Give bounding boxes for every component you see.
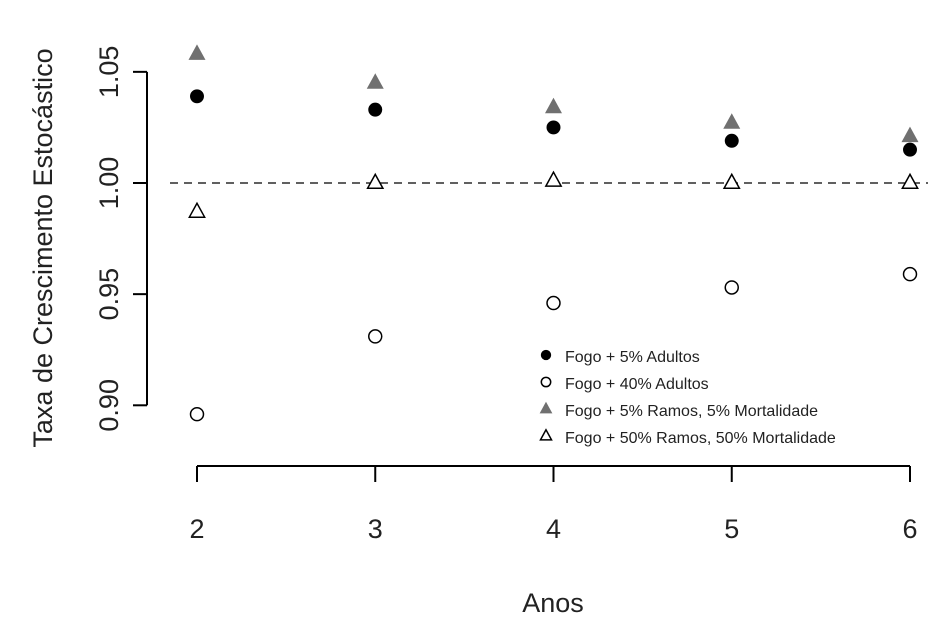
data-point xyxy=(189,406,205,422)
data-point xyxy=(188,201,206,218)
x-axis: 2 3 4 5 6 xyxy=(189,465,918,544)
data-point xyxy=(722,172,741,190)
legend-marker xyxy=(539,428,553,441)
data-point xyxy=(190,89,204,104)
x-tick-label: 6 xyxy=(902,514,917,544)
data-point xyxy=(544,170,563,187)
data-point xyxy=(545,97,562,114)
legend-marker xyxy=(540,349,552,361)
legend-label: Fogo + 50% Ramos, 50% Mortalidade xyxy=(565,430,836,447)
data-point xyxy=(902,266,918,282)
data-points xyxy=(188,44,919,422)
x-axis-label: Anos xyxy=(522,588,584,618)
data-point xyxy=(188,44,206,60)
data-point xyxy=(368,329,383,344)
legend-label: Fogo + 40% Adultos xyxy=(565,376,709,393)
y-tick-label: 1.00 xyxy=(94,157,124,210)
legend-label: Fogo + 5% Ramos, 5% Mortalidade xyxy=(565,403,818,420)
data-point xyxy=(903,142,917,157)
data-point xyxy=(368,102,383,117)
data-point xyxy=(901,126,919,143)
x-tick-label: 3 xyxy=(368,514,383,544)
data-point xyxy=(723,113,741,129)
data-point xyxy=(366,73,384,89)
legend-label: Fogo + 5% Adultos xyxy=(565,349,700,366)
data-point xyxy=(724,133,739,148)
data-point xyxy=(901,172,919,190)
data-point xyxy=(724,280,739,295)
data-point xyxy=(366,172,385,190)
legend-marker xyxy=(540,376,552,388)
y-tick-label: 0.95 xyxy=(94,268,124,321)
y-axis: 0.90 0.95 1.00 1.05 xyxy=(94,46,148,432)
legend: Fogo + 5% Adultos Fogo + 40% Adultos Fogo … xyxy=(539,349,836,447)
y-tick-label: 0.90 xyxy=(94,379,124,432)
x-tick-label: 2 xyxy=(189,514,204,544)
y-tick-label: 1.05 xyxy=(94,46,124,99)
x-tick-label: 4 xyxy=(546,514,561,544)
legend-marker xyxy=(539,401,553,414)
data-point xyxy=(546,295,561,311)
y-axis-label: Taxa de Crescimento Estocástico xyxy=(28,48,58,447)
x-tick-label: 5 xyxy=(724,514,739,544)
data-point xyxy=(546,120,561,135)
